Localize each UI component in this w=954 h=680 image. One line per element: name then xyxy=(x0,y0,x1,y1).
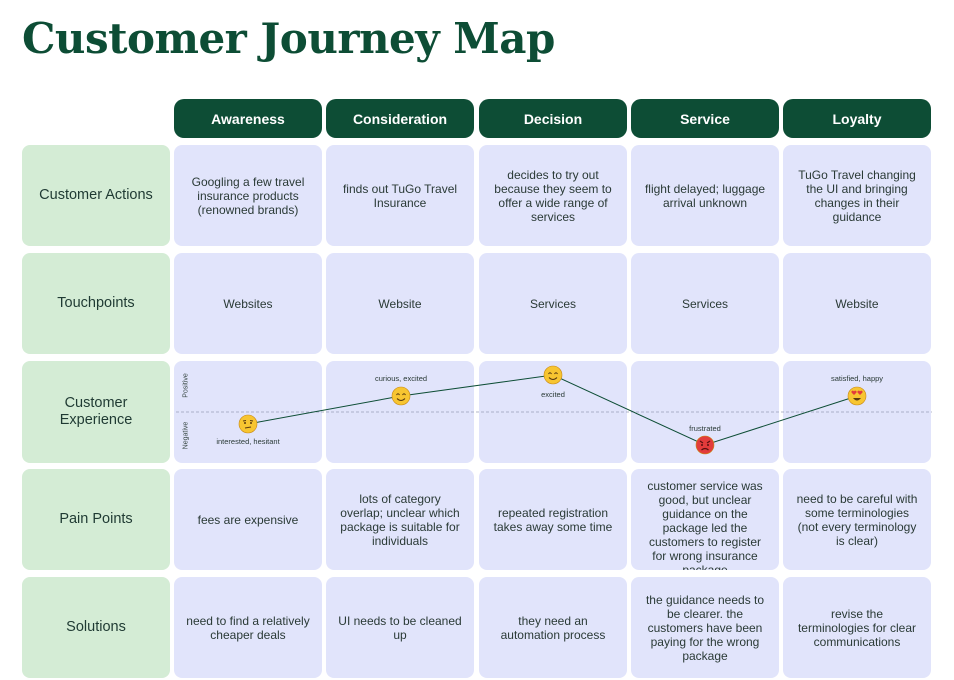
touchpoint-cell-decision: Services xyxy=(479,253,627,354)
pain-point-cell-awareness: fees are expensive xyxy=(174,469,322,570)
solution-cell-loyalty: revise the terminologies for clear commu… xyxy=(783,577,931,678)
smiling-face-icon xyxy=(391,386,411,406)
solution-cell-consideration: UI needs to be cleaned up xyxy=(326,577,474,678)
experience-label-loyalty: satisfied, happy xyxy=(830,374,884,383)
row-label-customer-actions: Customer Actions xyxy=(22,145,170,246)
experience-label-service: frustrated xyxy=(689,424,721,433)
touchpoint-cell-service: Services xyxy=(631,253,779,354)
stage-header-service: Service xyxy=(631,99,779,138)
heart-eyes-face-icon xyxy=(847,386,867,406)
experience-cell-consideration xyxy=(326,361,474,463)
row-label-touchpoints: Touchpoints xyxy=(22,253,170,354)
actions-cell-loyalty: TuGo Travel changing the UI and bringing… xyxy=(783,145,931,246)
touchpoint-cell-loyalty: Website xyxy=(783,253,931,354)
stage-header-awareness: Awareness xyxy=(174,99,322,138)
actions-cell-consideration: finds out TuGo Travel Insurance xyxy=(326,145,474,246)
stage-header-decision: Decision xyxy=(479,99,627,138)
experience-label-awareness: interested, hesitant xyxy=(216,437,280,446)
actions-cell-decision: decides to try out because they seem to … xyxy=(479,145,627,246)
solution-cell-awareness: need to find a relatively cheaper deals xyxy=(174,577,322,678)
experience-label-decision: excited xyxy=(541,390,565,399)
experience-label-consideration: curious, excited xyxy=(374,374,428,383)
touchpoint-cell-awareness: Websites xyxy=(174,253,322,354)
stage-header-loyalty: Loyalty xyxy=(783,99,931,138)
row-label-solutions: Solutions xyxy=(22,577,170,678)
thinking-face-icon xyxy=(238,414,258,434)
angry-face-icon xyxy=(695,435,715,455)
pain-point-cell-service: customer service was good, but unclear g… xyxy=(631,469,779,570)
row-label-pain-points: Pain Points xyxy=(22,469,170,570)
stage-header-consideration: Consideration xyxy=(326,99,474,138)
journey-line xyxy=(247,374,858,446)
page-title: Customer Journey Map xyxy=(22,14,555,63)
actions-cell-service: flight delayed; luggage arrival unknown xyxy=(631,145,779,246)
solution-cell-service: the guidance needs to be clearer. the cu… xyxy=(631,577,779,678)
pain-point-cell-decision: repeated registration takes away some ti… xyxy=(479,469,627,570)
touchpoint-cell-consideration: Website xyxy=(326,253,474,354)
pain-point-cell-consideration: lots of category overlap; unclear which … xyxy=(326,469,474,570)
actions-cell-awareness: Googling a few travel insurance products… xyxy=(174,145,322,246)
solution-cell-decision: they need an automation process xyxy=(479,577,627,678)
smiling-face-icon xyxy=(543,365,563,385)
pain-point-cell-loyalty: need to be careful with some terminologi… xyxy=(783,469,931,570)
row-label-customer-experience: Customer Experience xyxy=(22,361,170,463)
